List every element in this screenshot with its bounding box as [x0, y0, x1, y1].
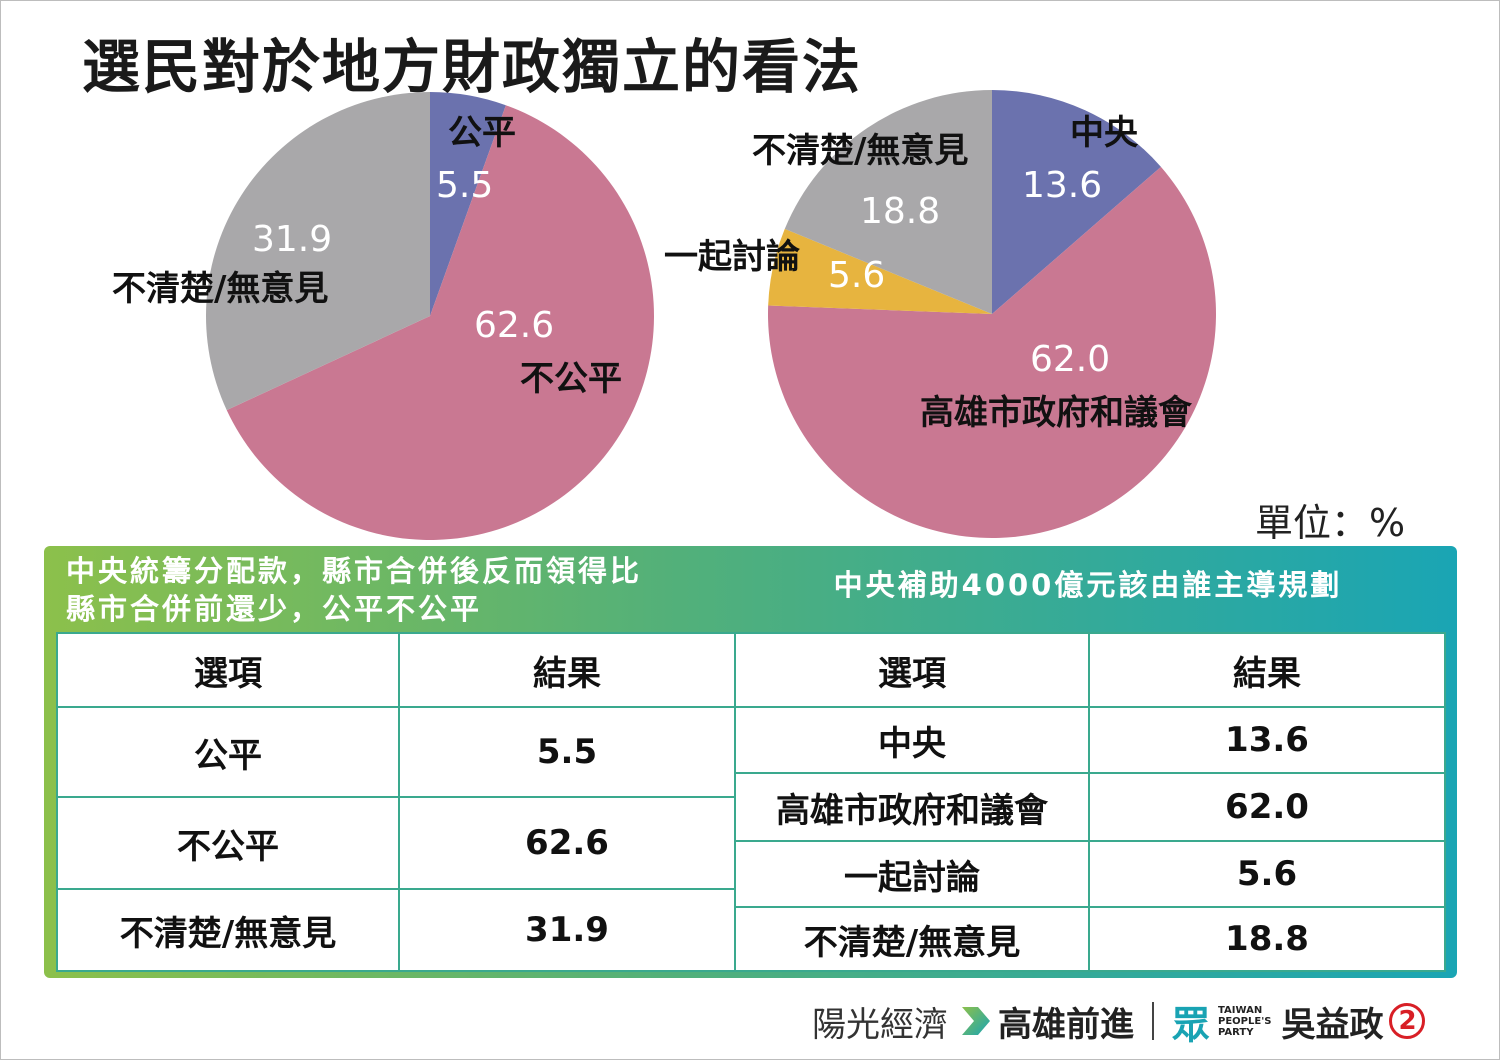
pie1-slice-1 [226, 105, 654, 540]
column-header-result: 結果 [1088, 632, 1446, 708]
pie1-value-unfair: 62.6 [474, 305, 555, 346]
cell-option: 高雄市政府和議會 [734, 772, 1090, 842]
cell-result: 31.9 [398, 888, 736, 972]
table-row: 不清楚/無意見 31.9 [56, 888, 736, 972]
cell-result: 5.6 [1088, 840, 1446, 908]
cell-result: 13.6 [1088, 706, 1446, 774]
pie2-value-unsure: 18.8 [860, 191, 941, 232]
party-name-line2: PEOPLE'S [1218, 1015, 1272, 1027]
pie2-label-unsure: 不清楚/無意見 [752, 131, 969, 171]
pie2-slice-3 [784, 90, 992, 314]
column-header-option: 選項 [56, 632, 400, 708]
table-header-row: 選項 結果 [734, 632, 1446, 708]
pie2-slice-2 [768, 228, 992, 314]
pie1-label-unfair: 不公平 [520, 359, 622, 399]
cell-option: 不清楚/無意見 [734, 906, 1090, 972]
footer-slogan: 陽光經濟 [812, 1004, 948, 1045]
left-table: 選項 結果 公平 5.5 不公平 62.6 不清楚/無意見 31.9 [56, 632, 736, 972]
cell-option: 中央 [734, 706, 1090, 774]
pie2-value-together: 5.6 [828, 255, 886, 296]
candidate-name: 吳益政 [1281, 1004, 1384, 1045]
pie2-label-central: 中央 [1070, 113, 1138, 153]
pie1-value-fair: 5.5 [436, 165, 494, 206]
pie2-value-kaohsiung: 62.0 [1030, 339, 1111, 380]
party-name: TAIWAN PEOPLE'S PARTY [1218, 1005, 1271, 1038]
pie1-value-unsure: 31.9 [252, 219, 333, 260]
left-table-header-line1: 中央統籌分配款，縣市合併後反而領得比 [66, 554, 643, 588]
cell-result: 62.6 [398, 796, 736, 890]
table-row: 高雄市政府和議會 62.0 [734, 772, 1446, 842]
cell-option: 一起討論 [734, 840, 1090, 908]
column-header-result: 結果 [398, 632, 736, 708]
table-row: 不清楚/無意見 18.8 [734, 906, 1446, 972]
pie1-slice-0 [430, 92, 506, 316]
column-header-option: 選項 [734, 632, 1090, 708]
table-row: 不公平 62.6 [56, 796, 736, 890]
right-table-header: 中央補助4000億元該由誰主導規劃 [833, 568, 1343, 602]
cell-result: 18.8 [1088, 906, 1446, 972]
pie1-label-unsure: 不清楚/無意見 [112, 269, 329, 309]
party-name-line3: PARTY [1218, 1026, 1254, 1038]
table-row: 一起討論 5.6 [734, 840, 1446, 908]
pie1-label-fair: 公平 [448, 113, 516, 153]
cell-result: 62.0 [1088, 772, 1446, 842]
pie1-slice-2 [205, 92, 430, 411]
pie2-value-central: 13.6 [1022, 165, 1103, 206]
table-header-row: 選項 結果 [56, 632, 736, 708]
page-title: 選民對於地方財政獨立的看法 [82, 33, 863, 101]
party-name-line1: TAIWAN [1218, 1004, 1263, 1016]
table-row: 中央 13.6 [734, 706, 1446, 774]
pie-charts [205, 90, 1216, 540]
left-table-header: 中央統籌分配款，縣市合併後反而領得比 縣市合併前還少，公平不公平 [66, 552, 726, 628]
cell-option: 公平 [56, 706, 400, 798]
party-logo-icon: 眾 [1172, 1002, 1211, 1047]
left-table-header-line2: 縣市合併前還少，公平不公平 [66, 592, 483, 626]
pie2-slice-1 [768, 166, 1216, 539]
table-row: 公平 5.5 [56, 706, 736, 798]
footer-divider [1152, 1002, 1154, 1040]
pie2-slice-0 [992, 90, 1161, 314]
cell-option: 不清楚/無意見 [56, 888, 400, 972]
chevron-right-icon [962, 1007, 990, 1035]
unit-label: 單位：% [1255, 501, 1406, 545]
pie2-label-together: 一起討論 [664, 237, 800, 277]
cell-option: 不公平 [56, 796, 400, 890]
right-table: 選項 結果 中央 13.6 高雄市政府和議會 62.0 一起討論 5.6 不清楚… [734, 632, 1446, 972]
footer: 陽光經濟 高雄前進 眾 TAIWAN PEOPLE'S PARTY 吳益政 2 [812, 998, 1426, 1047]
pie-chart-planning [768, 90, 1216, 539]
pie-chart-fairness [205, 92, 654, 540]
candidate-number-badge: 2 [1389, 1003, 1426, 1039]
footer-slogan-kaohsiung: 高雄前進 [998, 1004, 1134, 1045]
cell-result: 5.5 [398, 706, 736, 798]
pie2-label-kaohsiung: 高雄市政府和議會 [920, 393, 1192, 433]
